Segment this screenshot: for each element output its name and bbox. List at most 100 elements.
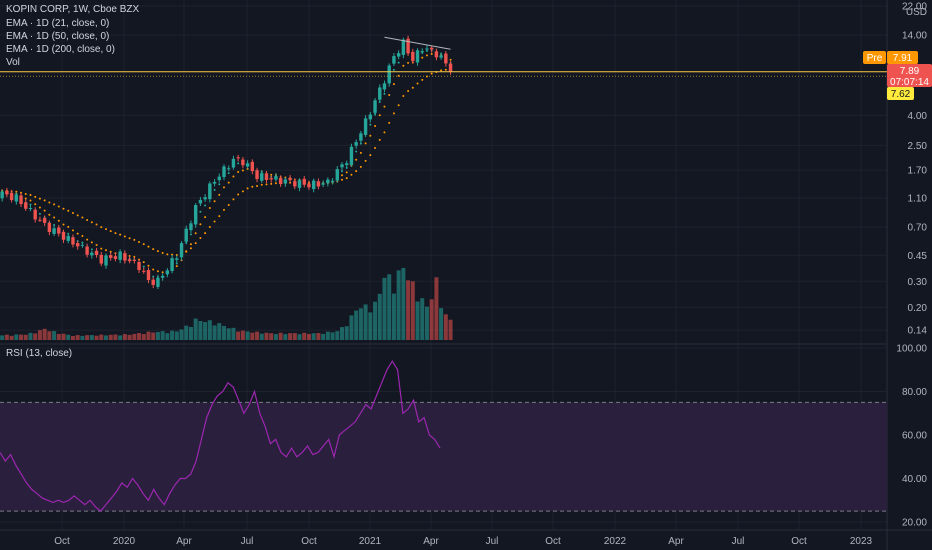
legend-volume[interactable]: Vol [6, 57, 20, 68]
candle-body[interactable] [411, 51, 415, 62]
candle-body[interactable] [434, 51, 439, 58]
candle-body[interactable] [198, 199, 203, 204]
candle-body[interactable] [9, 192, 14, 201]
candle-body[interactable] [444, 53, 448, 64]
candle-body[interactable] [429, 47, 434, 50]
candle-body[interactable] [66, 235, 70, 241]
candle-body[interactable] [260, 173, 264, 181]
candle-body[interactable] [396, 53, 401, 57]
candle-body[interactable] [241, 159, 245, 166]
legend-ema-200[interactable]: EMA · 1D (200, close, 0) [6, 44, 115, 55]
candle-body[interactable] [368, 114, 373, 120]
candle-body[interactable] [90, 252, 94, 256]
candle-body[interactable] [99, 254, 103, 264]
candle-body[interactable] [415, 50, 420, 63]
candle-body[interactable] [57, 227, 61, 234]
candle-body[interactable] [335, 169, 339, 181]
candle-body[interactable] [71, 237, 75, 245]
candle-body[interactable] [311, 180, 316, 190]
candle-body[interactable] [38, 219, 42, 221]
candle-body[interactable] [14, 194, 19, 202]
candle-body[interactable] [392, 56, 396, 64]
candle-body[interactable] [316, 181, 321, 187]
candle-body[interactable] [94, 250, 99, 255]
candle-body[interactable] [118, 251, 122, 260]
candle-body[interactable] [227, 168, 231, 170]
candle-body[interactable] [236, 157, 240, 159]
candle-body[interactable] [264, 173, 269, 180]
candle-body[interactable] [345, 163, 349, 166]
candle-body[interactable] [146, 270, 151, 281]
candle-body[interactable] [24, 202, 28, 209]
candle-body[interactable] [156, 277, 160, 287]
candle-body[interactable] [127, 259, 132, 262]
candle-body[interactable] [283, 179, 288, 184]
candle-body[interactable] [61, 231, 66, 240]
rsi-line[interactable] [0, 359, 441, 512]
candle-body[interactable] [425, 48, 429, 50]
candle-body[interactable] [52, 228, 56, 234]
candle-body[interactable] [448, 63, 453, 72]
candle-body[interactable] [132, 259, 137, 261]
candle-body[interactable] [184, 228, 188, 242]
candle-body[interactable] [363, 118, 368, 135]
candle-body[interactable] [217, 176, 221, 181]
candle-body[interactable] [382, 83, 387, 90]
trendline[interactable] [384, 36, 451, 50]
candle-body[interactable] [326, 179, 330, 184]
candle-body[interactable] [420, 51, 424, 53]
candle-body[interactable] [113, 256, 118, 260]
candle-body[interactable] [189, 223, 193, 231]
candle-body[interactable] [193, 205, 198, 225]
candle-body[interactable] [255, 170, 259, 179]
candle-body[interactable] [359, 133, 363, 141]
candle-body[interactable] [406, 38, 410, 54]
candle-body[interactable] [179, 243, 184, 258]
candle-body[interactable] [175, 258, 179, 260]
candle-body[interactable] [439, 55, 443, 58]
candle-body[interactable] [354, 142, 358, 146]
candle-body[interactable] [42, 218, 47, 223]
candle-body[interactable] [85, 246, 89, 255]
candle-body[interactable] [293, 181, 297, 187]
candle-body[interactable] [340, 164, 344, 168]
candle-body[interactable] [302, 178, 306, 185]
candle-body[interactable] [160, 275, 165, 278]
candle-body[interactable] [288, 177, 292, 181]
candle-body[interactable] [5, 190, 9, 195]
candle-body[interactable] [33, 209, 37, 220]
candle-body[interactable] [203, 197, 207, 200]
candle-body[interactable] [170, 258, 174, 271]
candle-body[interactable] [208, 183, 212, 200]
candle-body[interactable] [75, 243, 80, 247]
candle-body[interactable] [109, 255, 113, 258]
candle-body[interactable] [222, 166, 226, 177]
candle-body[interactable] [269, 178, 273, 180]
candle-body[interactable] [165, 270, 170, 274]
candle-body[interactable] [123, 253, 127, 261]
legend-ema-50[interactable]: EMA · 1D (50, close, 0) [6, 31, 110, 42]
candle-body[interactable] [28, 207, 33, 209]
candle-body[interactable] [387, 65, 391, 84]
candle-body[interactable] [212, 181, 217, 184]
legend-ema-21[interactable]: EMA · 1D (21, close, 0) [6, 18, 110, 29]
candle-body[interactable] [321, 183, 325, 185]
candle-body[interactable] [373, 100, 377, 113]
candle-body[interactable] [378, 87, 382, 100]
candle-body[interactable] [142, 270, 146, 272]
candle-body[interactable] [274, 176, 278, 180]
candle-body[interactable] [307, 183, 311, 188]
candle-body[interactable] [401, 39, 406, 55]
candle-body[interactable] [19, 195, 23, 205]
candle-body[interactable] [80, 244, 85, 246]
candle-body[interactable] [278, 178, 283, 185]
candle-body[interactable] [250, 161, 255, 172]
candle-body[interactable] [297, 180, 302, 188]
candle-body[interactable] [104, 255, 108, 266]
candle-body[interactable] [151, 279, 155, 285]
candle-body[interactable] [231, 158, 236, 168]
candle-body[interactable] [0, 191, 4, 199]
candle-body[interactable] [330, 180, 335, 182]
legend-rsi[interactable]: RSI (13, close) [6, 348, 73, 359]
